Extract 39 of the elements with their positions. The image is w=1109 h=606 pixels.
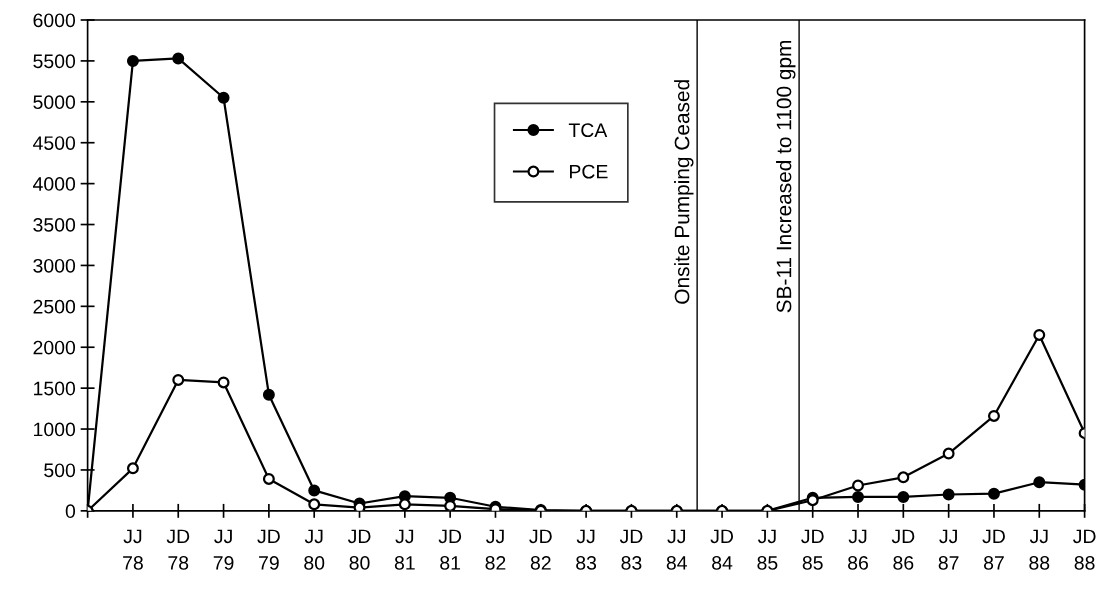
y-tick-label: 3000 — [33, 258, 76, 273]
y-tick-label: 0 — [65, 504, 76, 519]
annotation: Onsite Pumping Ceased — [674, 80, 694, 304]
annotation: SB-11 Increased to 1100 gpm — [776, 40, 796, 313]
y-tick-label: 2500 — [33, 299, 76, 314]
x-tick-label: JJ 84 — [666, 529, 687, 570]
y-tick-label: 5500 — [33, 54, 76, 69]
legend-label: TCA — [568, 123, 608, 138]
legend-label: PCE — [570, 164, 608, 179]
y-tick-label: 4500 — [33, 136, 76, 150]
x-tick-label: JJ 83 — [576, 529, 597, 570]
x-tick-label: JD 82 — [529, 529, 552, 570]
x-tick-label: JD 81 — [438, 529, 462, 570]
x-tick-label: JJ 87 — [938, 529, 959, 570]
x-tick-label: JD 87 — [982, 529, 1005, 570]
x-tick-label: JD 85 — [801, 529, 824, 570]
y-tick-label: 1500 — [34, 381, 76, 396]
y-tick-label: 4000 — [33, 177, 76, 191]
x-tick-label: JJ 85 — [757, 529, 778, 570]
y-tick-label: 2000 — [33, 340, 76, 355]
x-tick-label: JJ 78 — [123, 529, 143, 570]
x-tick-label: JJ 82 — [485, 529, 506, 570]
y-tick-label: 3500 — [33, 217, 76, 232]
x-tick-label: JD 88 — [1073, 529, 1096, 570]
y-tick-label: 5000 — [33, 95, 76, 110]
x-tick-label: JJ 81 — [394, 529, 415, 570]
y-tick-label: 500 — [44, 463, 76, 478]
y-tick-label: 6000 — [33, 13, 76, 28]
x-tick-label: JD 79 — [257, 529, 280, 570]
x-tick-label: JD 84 — [710, 529, 734, 570]
y-tick-label: 1000 — [34, 422, 76, 437]
x-tick-label: JJ 80 — [304, 529, 325, 570]
x-tick-label: JJ 79 — [213, 529, 234, 570]
x-tick-label: JJ 86 — [848, 529, 868, 570]
x-tick-label: JD 86 — [891, 529, 915, 570]
x-tick-label: JD 78 — [166, 529, 190, 570]
x-tick-label: JD 80 — [347, 529, 371, 570]
x-tick-label: JD 83 — [619, 529, 643, 570]
x-tick-label: JJ 88 — [1029, 529, 1050, 570]
